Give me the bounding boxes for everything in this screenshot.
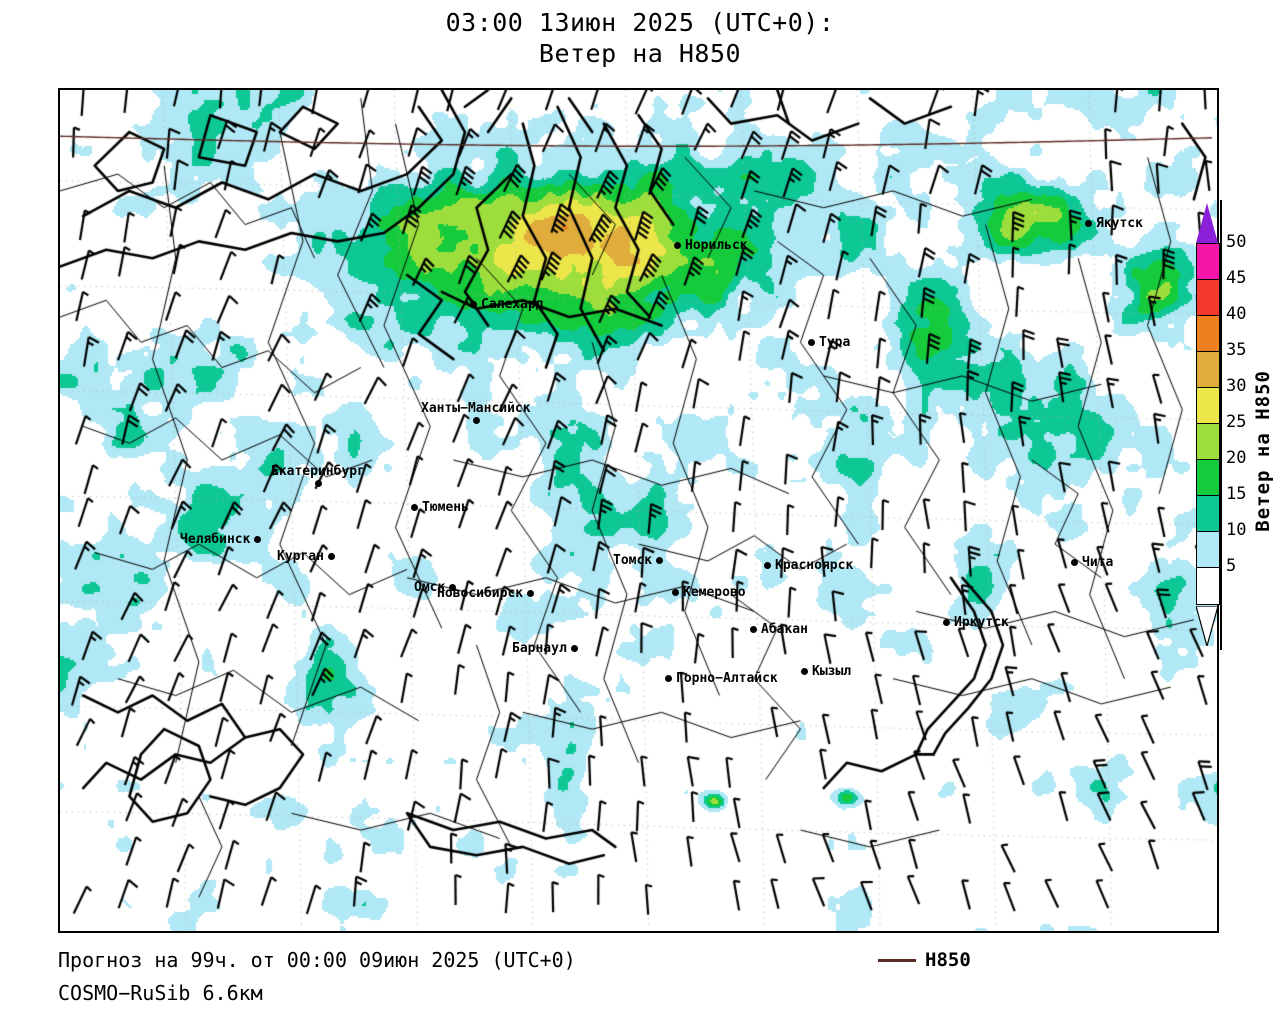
- forecast-info-line: Прогноз на 99ч. от 00:00 09июн 2025 (UTC…: [58, 948, 576, 972]
- colorbar-segment: [1197, 496, 1219, 532]
- legend-h850: H850: [878, 949, 971, 971]
- h850-line-swatch-icon: [878, 958, 916, 962]
- colorbar-under-arrow: [1196, 606, 1218, 646]
- colorbar-tick-label: 10: [1226, 520, 1247, 540]
- colorbar-over-arrow: [1196, 203, 1218, 243]
- title-datetime: 03:00 13июн 2025 (UTC+0):: [445, 8, 835, 37]
- colorbar-segment: [1197, 388, 1219, 424]
- colorbar-segment: [1197, 316, 1219, 352]
- model-name-line: COSMO−RuSib 6.6км: [58, 981, 263, 1005]
- colorbar-segment: [1197, 460, 1219, 496]
- map-raster-layer: [60, 90, 1217, 931]
- colorbar-tick-label: 45: [1226, 268, 1247, 288]
- colorbar-tick-label: 15: [1226, 484, 1247, 504]
- colorbar-tick-label: 20: [1226, 448, 1247, 468]
- colorbar-tick-label: 25: [1226, 412, 1247, 432]
- colorbar-segment: [1197, 424, 1219, 460]
- colorbar-segment: [1197, 352, 1219, 388]
- colorbar-tick-label: 5: [1226, 556, 1237, 576]
- colorbar-segment: [1197, 532, 1219, 568]
- colorbar-tick-label: 30: [1226, 376, 1247, 396]
- colorbar-tick-label: 40: [1226, 304, 1247, 324]
- colorbar-segments: [1196, 243, 1220, 605]
- colorbar-axis-line: [1220, 200, 1222, 650]
- map-plot-area: [60, 90, 1217, 931]
- colorbar-segment: [1197, 568, 1219, 604]
- weather-map[interactable]: Норильск Салехард Тура Якутск Ханты−Мансийск…: [58, 88, 1219, 933]
- colorbar-segment: [1197, 280, 1219, 316]
- legend-h850-label: H850: [925, 949, 971, 971]
- title-variable: Ветер на H850: [538, 38, 742, 68]
- page-title: 03:00 13июн 2025 (UTC+0): Ветер на H850: [0, 8, 1280, 69]
- colorbar-tick-label: 35: [1226, 340, 1247, 360]
- colorbar-tick-label: 50: [1226, 232, 1247, 252]
- colorbar-segment: [1197, 244, 1219, 280]
- colorbar-axis-title: Ветер на H850: [1252, 370, 1274, 532]
